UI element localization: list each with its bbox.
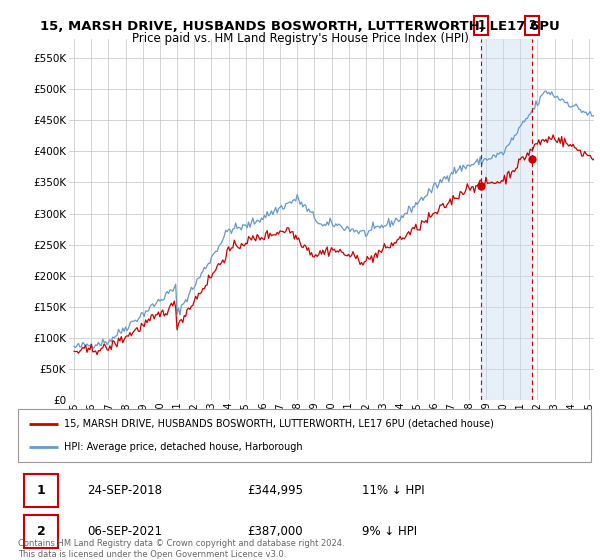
Text: HPI: Average price, detached house, Harborough: HPI: Average price, detached house, Harb… — [64, 442, 302, 452]
Text: 06-SEP-2021: 06-SEP-2021 — [87, 525, 162, 538]
Text: 1: 1 — [37, 484, 45, 497]
Text: Contains HM Land Registry data © Crown copyright and database right 2024.
This d: Contains HM Land Registry data © Crown c… — [18, 539, 344, 559]
FancyBboxPatch shape — [24, 515, 58, 548]
Text: Price paid vs. HM Land Registry's House Price Index (HPI): Price paid vs. HM Land Registry's House … — [131, 32, 469, 45]
Text: 11% ↓ HPI: 11% ↓ HPI — [362, 484, 424, 497]
Text: 2: 2 — [37, 525, 45, 538]
FancyBboxPatch shape — [24, 474, 58, 507]
Bar — [481, 39, 532, 400]
FancyBboxPatch shape — [18, 409, 591, 462]
Text: 15, MARSH DRIVE, HUSBANDS BOSWORTH, LUTTERWORTH, LE17 6PU: 15, MARSH DRIVE, HUSBANDS BOSWORTH, LUTT… — [40, 20, 560, 32]
Text: 9% ↓ HPI: 9% ↓ HPI — [362, 525, 417, 538]
Text: £387,000: £387,000 — [247, 525, 303, 538]
Text: 15, MARSH DRIVE, HUSBANDS BOSWORTH, LUTTERWORTH, LE17 6PU (detached house): 15, MARSH DRIVE, HUSBANDS BOSWORTH, LUTT… — [64, 419, 494, 429]
Text: £344,995: £344,995 — [247, 484, 303, 497]
Text: 24-SEP-2018: 24-SEP-2018 — [87, 484, 162, 497]
Text: 1: 1 — [477, 19, 485, 32]
Text: 2: 2 — [528, 19, 536, 32]
